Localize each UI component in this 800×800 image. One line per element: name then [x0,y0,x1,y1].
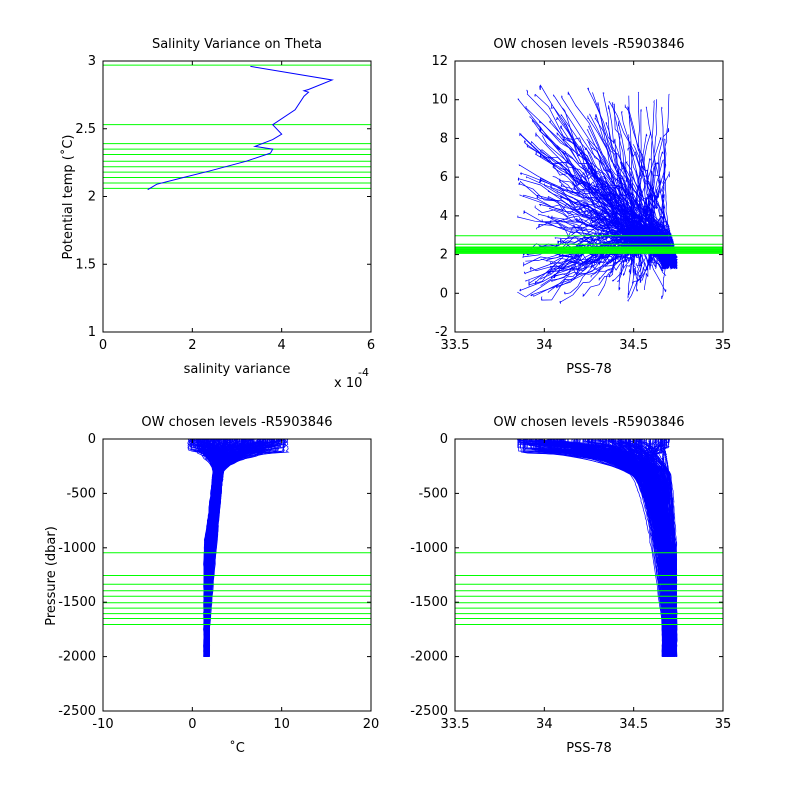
profile-line [586,439,671,657]
panel-title: Salinity Variance on Theta [152,37,322,52]
profile-line [634,439,670,657]
profile-line [620,439,677,657]
x-tick-label: 35 [715,338,732,353]
y-tick-label: -2000 [58,650,96,665]
profile-line [550,439,666,657]
plot-area [455,84,723,305]
x-tick-label: 34 [536,717,553,732]
y-tick-label: 2.5 [75,122,96,137]
x-axis-label: PSS-78 [566,362,612,377]
y-tick-label: 3 [88,54,96,69]
profile-line [206,439,250,657]
profile-line [203,439,244,657]
x-tick-label: 0 [188,717,196,732]
profile-line [604,439,673,657]
profile-lines [516,439,678,657]
x-tick-label: 2 [188,338,196,353]
x-tick-label: 33.5 [441,338,470,353]
panel-title: OW chosen levels -R5903846 [493,37,684,52]
x-tick-label: 34.5 [619,338,648,353]
axes-frame [454,438,724,712]
profile-line [522,439,665,657]
profile-line [532,239,664,297]
y-tick-label: 12 [431,54,448,69]
panel-pressure-temperature: OW chosen levels -R5903846 -10 0 10 20 -2500… [44,415,379,756]
y-tick-label: 0 [440,286,448,301]
x-axis-label: salinity variance [184,362,291,377]
profile-line [584,439,667,657]
y-tick-label: -1000 [410,541,448,556]
x-tick-label: 33.5 [441,717,470,732]
x-tick-label: 4 [278,338,286,353]
x-exponent-label: x 10 [334,376,362,391]
x-tick-label: 35 [715,717,732,732]
profile-line [620,225,677,259]
profile-line [578,439,677,657]
panel-title: OW chosen levels -R5903846 [493,415,684,430]
panel-pressure-salinity: OW chosen levels -R5903846 33.5 34 34.5 35 -… [410,415,731,756]
profile-line [605,439,676,657]
y-tick-label: -2 [435,325,448,340]
y-tick-label: 4 [440,209,448,224]
axis-ticks: 33.5 34 34.5 35 -2500 -2000 -1500 -1000 -500 0 [410,432,731,732]
x-exponent-power: -4 [358,366,369,379]
axis-ticks: -10 0 10 20 -2500 -2000 -1500 -1000 -500 0 [58,432,379,732]
y-tick-label: 2 [440,248,448,263]
profile-line [203,439,232,657]
x-axis-label: PSS-78 [566,741,612,756]
y-tick-label: 1.5 [75,257,96,272]
profile-lines [187,439,290,657]
x-tick-label: 0 [99,338,107,353]
axes-frame [102,438,372,712]
x-axis-label: ˚C [229,740,245,756]
y-axis-label: Potential temp (˚C) [60,135,76,260]
y-tick-label: -2500 [58,704,96,719]
y-tick-label: -1500 [410,595,448,610]
profile-line [620,161,676,261]
x-tick-label: 20 [363,717,380,732]
x-tick-label: 10 [273,717,290,732]
y-axis-label: Pressure (dbar) [44,526,59,626]
plot-area [103,439,371,657]
y-tick-label: 0 [440,432,448,447]
y-tick-label: 10 [431,93,448,108]
x-tick-label: 34 [536,338,553,353]
plot-area [103,64,371,191]
axis-ticks: 33.5 34 34.5 35 -2 0 2 4 6 8 10 12 [431,54,731,353]
y-tick-label: -500 [418,486,448,501]
panel-theta-salinity: OW chosen levels -R5903846 33.5 34 34.5 35 -… [431,37,731,377]
profile-line [541,439,666,657]
axis-ticks: 0 2 4 6 1 1.5 2 2.5 3 [75,54,375,353]
x-tick-label: 34.5 [619,717,648,732]
y-tick-label: -2000 [410,650,448,665]
panel-salinity-variance: Salinity Variance on Theta 0 2 4 6 1 1.5 2 2.5 3… [60,37,375,391]
y-tick-label: 2 [88,190,96,205]
profile-line [533,439,664,657]
variance-series-line [147,65,334,191]
y-tick-label: 1 [88,325,96,340]
panel-title: OW chosen levels -R5903846 [141,415,332,430]
y-tick-label: -1500 [58,595,96,610]
y-tick-label: 6 [440,170,448,185]
axes-frame [454,60,724,333]
y-tick-label: 8 [440,131,448,146]
x-tick-label: -10 [92,717,113,732]
plot-area [455,439,723,657]
profile-line [571,439,674,657]
profile-line [541,226,667,301]
profile-line [600,196,673,263]
profile-line [608,439,671,657]
y-tick-label: -1000 [58,541,96,556]
y-tick-label: -2500 [410,704,448,719]
y-tick-label: 0 [88,432,96,447]
y-tick-label: -500 [66,486,96,501]
profile-line [188,439,224,657]
x-tick-label: 6 [367,338,375,353]
